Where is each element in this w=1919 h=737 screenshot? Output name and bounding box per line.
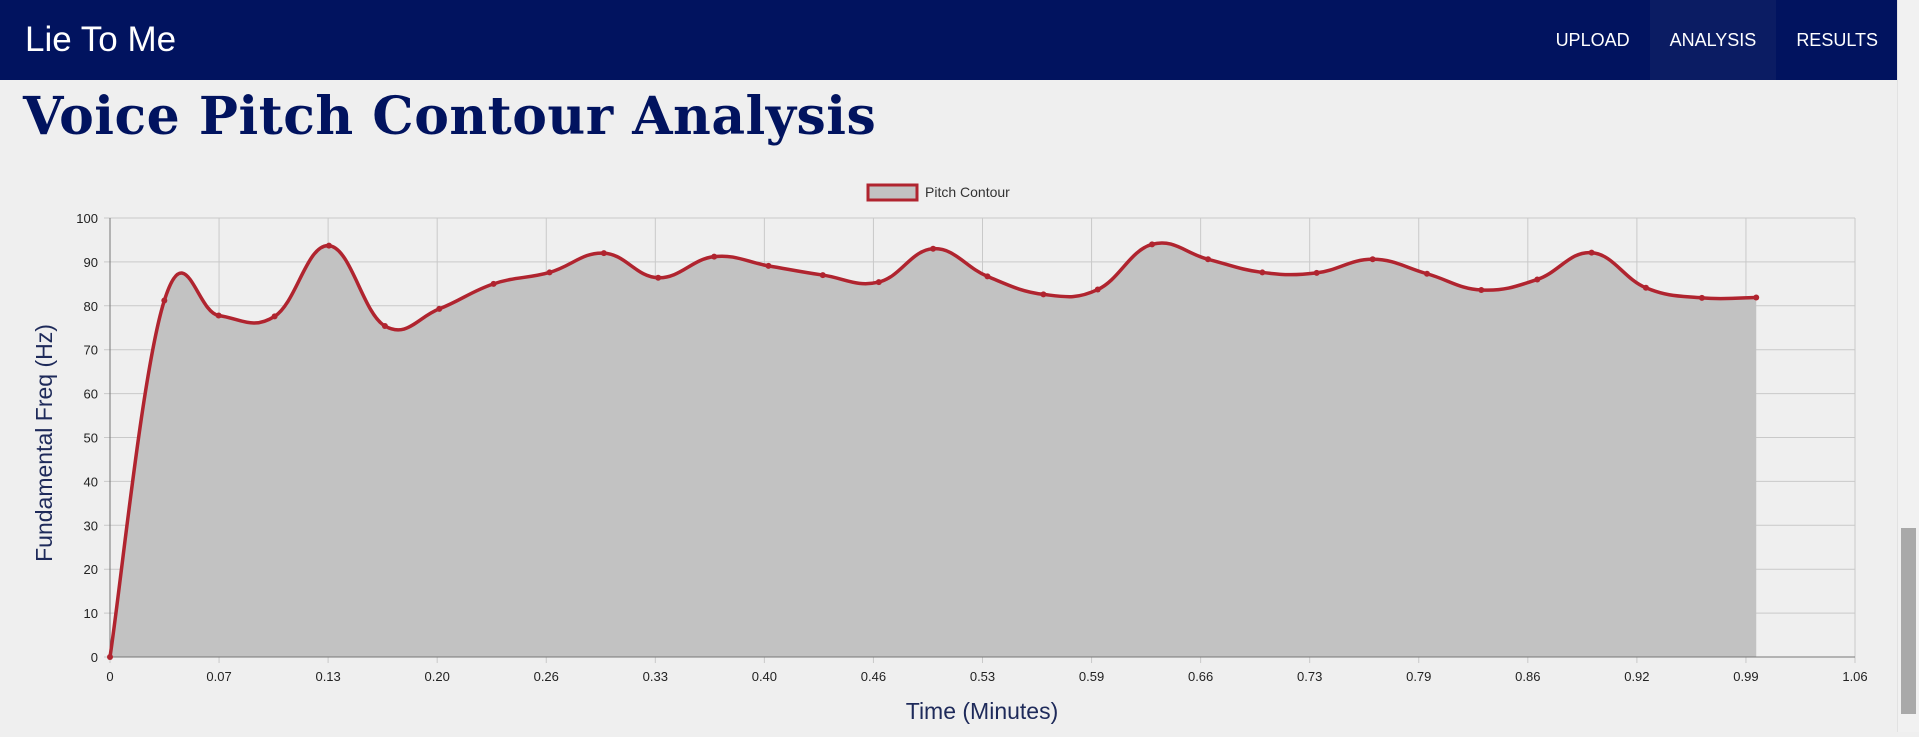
x-tick-label: 0.40 xyxy=(752,669,777,684)
data-point[interactable] xyxy=(1149,241,1156,248)
nav-results[interactable]: RESULTS xyxy=(1796,29,1878,50)
data-point[interactable] xyxy=(325,242,332,249)
data-point[interactable] xyxy=(1259,269,1266,276)
x-tick-label: 0.20 xyxy=(425,669,450,684)
x-tick-label: 0.33 xyxy=(643,669,668,684)
data-point[interactable] xyxy=(161,297,168,304)
page-title: Voice Pitch Contour Analysis xyxy=(23,86,877,147)
data-point[interactable] xyxy=(1369,256,1376,263)
data-point[interactable] xyxy=(1313,269,1320,276)
y-tick-label: 10 xyxy=(84,606,98,621)
data-point[interactable] xyxy=(600,250,607,257)
data-point[interactable] xyxy=(711,253,718,260)
y-tick-label: 100 xyxy=(76,211,98,226)
y-tick-label: 20 xyxy=(84,562,98,577)
legend-label[interactable]: Pitch Contour xyxy=(925,184,1010,200)
data-point[interactable] xyxy=(930,245,937,252)
data-point[interactable] xyxy=(875,279,882,286)
data-point[interactable] xyxy=(107,654,113,660)
data-point[interactable] xyxy=(490,280,497,287)
y-tick-label: 80 xyxy=(84,299,98,314)
top-navbar: Lie To Me UPLOAD ANALYSIS RESULTS xyxy=(0,0,1898,80)
data-point[interactable] xyxy=(271,313,278,320)
data-point[interactable] xyxy=(381,322,388,329)
data-point[interactable] xyxy=(819,272,826,279)
y-tick-label: 0 xyxy=(91,650,98,665)
nav-upload[interactable]: UPLOAD xyxy=(1555,29,1630,50)
x-tick-labels: 0 0.07 0.13 0.20 0.26 0.33 0.40 0.46 0.53 0.59 0.6… xyxy=(106,669,1867,684)
vertical-scrollbar[interactable] xyxy=(1897,0,1919,732)
x-tick-label: 0.79 xyxy=(1406,669,1431,684)
y-tick-label: 50 xyxy=(84,431,98,446)
data-point[interactable] xyxy=(1423,270,1430,277)
y-tick-labels: 0 10 20 30 40 50 60 70 80 90 100 xyxy=(76,211,98,665)
data-point[interactable] xyxy=(1534,276,1541,283)
x-tick-label: 0.07 xyxy=(206,669,231,684)
data-point[interactable] xyxy=(984,273,991,280)
scrollbar-thumb[interactable] xyxy=(1901,528,1916,714)
x-tick-label: 0.46 xyxy=(861,669,886,684)
data-point[interactable] xyxy=(765,262,772,269)
data-point[interactable] xyxy=(1642,284,1649,291)
legend-swatch[interactable] xyxy=(866,183,919,202)
data-point[interactable] xyxy=(1698,294,1705,301)
data-point[interactable] xyxy=(215,312,222,319)
x-axis-label: Time (Minutes) xyxy=(906,698,1059,724)
data-point[interactable] xyxy=(1588,249,1595,256)
y-tick-label: 30 xyxy=(84,518,98,533)
data-point[interactable] xyxy=(546,269,553,276)
y-axis-label: Fundamental Freq (Hz) xyxy=(31,324,57,562)
x-tick-label: 1.06 xyxy=(1842,669,1867,684)
x-tick-label: 0.99 xyxy=(1733,669,1758,684)
x-tick-label: 0.26 xyxy=(534,669,559,684)
x-tick-label: 0.66 xyxy=(1188,669,1213,684)
chart-area-layer xyxy=(110,242,1757,657)
x-tick-label: 0.92 xyxy=(1624,669,1649,684)
y-tick-label: 40 xyxy=(84,474,98,489)
pitch-chart-container: 0 0.07 0.13 0.20 0.26 0.33 0.40 0.46 0.53 0.59 0.6… xyxy=(0,170,1898,732)
data-point[interactable] xyxy=(1753,294,1760,301)
y-tick-label: 90 xyxy=(84,255,98,270)
chart-points xyxy=(107,241,1760,660)
x-tick-label: 0.73 xyxy=(1297,669,1322,684)
x-tick-label: 0 xyxy=(106,669,113,684)
data-point[interactable] xyxy=(436,305,443,312)
data-point[interactable] xyxy=(1040,291,1047,298)
chart-legend[interactable]: Pitch Contour xyxy=(866,183,1010,202)
x-tick-label: 0.13 xyxy=(315,669,340,684)
pitch-contour-area xyxy=(110,242,1757,657)
app-brand[interactable]: Lie To Me xyxy=(25,20,177,59)
x-tick-label: 0.86 xyxy=(1515,669,1540,684)
data-point[interactable] xyxy=(1205,256,1212,263)
y-tick-label: 60 xyxy=(84,387,98,402)
data-point[interactable] xyxy=(655,274,662,281)
nav-analysis[interactable]: ANALYSIS xyxy=(1649,0,1777,80)
y-tick-label: 70 xyxy=(84,343,98,358)
pitch-contour-chart: 0 0.07 0.13 0.20 0.26 0.33 0.40 0.46 0.53 0.59 0.6… xyxy=(31,183,1868,724)
data-point[interactable] xyxy=(1094,286,1101,293)
chart-axes xyxy=(109,218,1855,658)
x-tick-label: 0.53 xyxy=(970,669,995,684)
nav-links: UPLOAD ANALYSIS RESULTS xyxy=(1536,0,1898,80)
x-tick-label: 0.59 xyxy=(1079,669,1104,684)
data-point[interactable] xyxy=(1478,286,1485,293)
